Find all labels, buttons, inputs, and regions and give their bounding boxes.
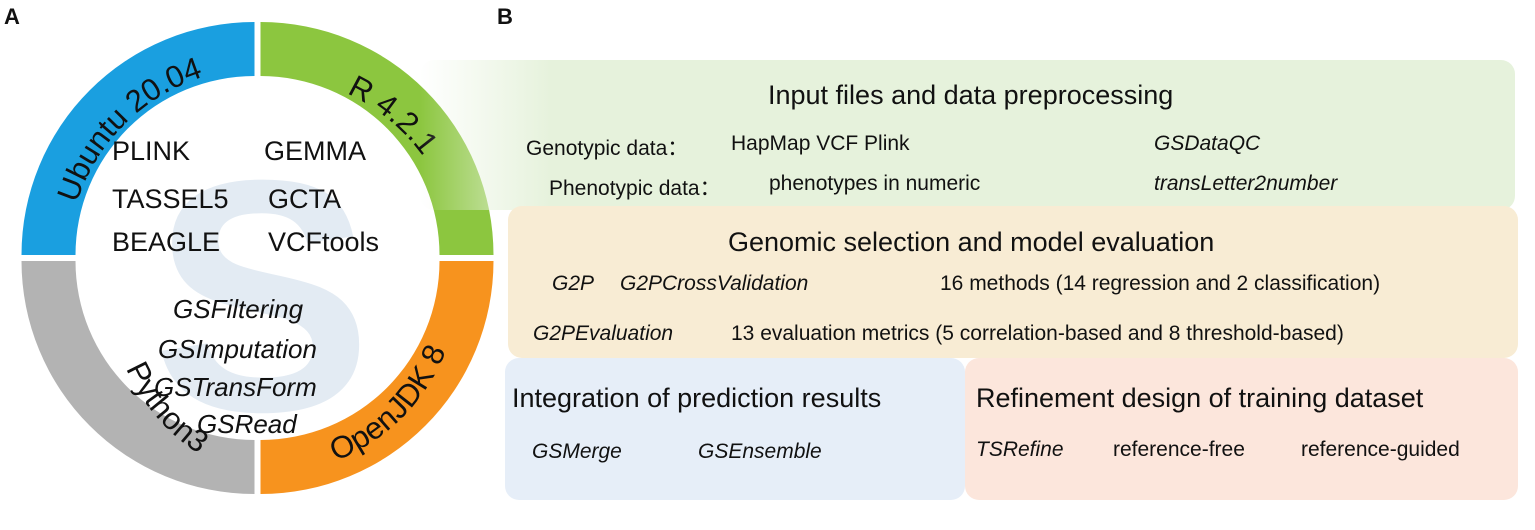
fn-gsdataqc: GSDataQC [1154, 132, 1261, 155]
reference-guided-text: reference-guided [1301, 438, 1460, 461]
ring-segment-openjdk [260, 261, 494, 494]
metrics-text: 13 evaluation metrics (5 correlation-bas… [731, 322, 1344, 345]
fn-g2pcrossvalidation: G2PCrossValidation [620, 272, 809, 295]
panel-b-label: B [497, 4, 513, 29]
tool-plink: PLINK [112, 136, 191, 166]
input-box [420, 60, 1515, 210]
gs-box-title: Genomic selection and model evaluation [728, 227, 1215, 257]
fn-gsmerge: GSMerge [532, 440, 622, 463]
tool-vcftools: VCFtools [268, 227, 380, 257]
tool-gcta: GCTA [268, 184, 341, 214]
panel-a-label: A [4, 4, 20, 29]
watermark-s: S [152, 111, 372, 480]
fn-g2p: G2P [552, 272, 595, 295]
methods-text: 16 methods (14 regression and 2 classifi… [940, 272, 1381, 295]
fn-gsfiltering: GSFiltering [173, 294, 304, 324]
integration-box-title: Integration of prediction results [512, 383, 882, 413]
ring-segment-ubuntu [21, 22, 255, 255]
fn-g2pevaluation: G2PEvaluation [533, 322, 674, 345]
fn-gsimputation: GSImputation [158, 334, 317, 364]
genotypic-formats: HapMap VCF Plink [731, 132, 910, 155]
fn-tsrefine: TSRefine [976, 438, 1064, 461]
phenotypic-label: Phenotypic data： [549, 177, 721, 200]
fn-gstransform: GSTransForm [154, 372, 317, 402]
refine-box-title: Refinement design of training dataset [976, 383, 1424, 413]
integration-box [505, 358, 965, 500]
genotypic-label: Genotypic data： [526, 137, 689, 160]
tool-beagle: BEAGLE [112, 227, 221, 257]
platform-ring: S Ubuntu 20.04 R 4.2.1 OpenJDK 8 Python3 [21, 22, 494, 494]
tool-gemma: GEMMA [264, 136, 367, 166]
fn-transletter2number: transLetter2number [1154, 172, 1338, 195]
reference-free-text: reference-free [1113, 438, 1245, 461]
phenotypic-desc: phenotypes in numeric [769, 172, 981, 195]
refine-box [965, 358, 1518, 500]
tool-tassel: TASSEL5 [112, 184, 229, 214]
gs-box [508, 206, 1518, 358]
input-box-title: Input files and data preprocessing [768, 80, 1174, 110]
fn-gsensemble: GSEnsemble [698, 440, 822, 463]
ring-segment-python [21, 261, 255, 494]
fn-gsread: GSRead [197, 409, 297, 439]
